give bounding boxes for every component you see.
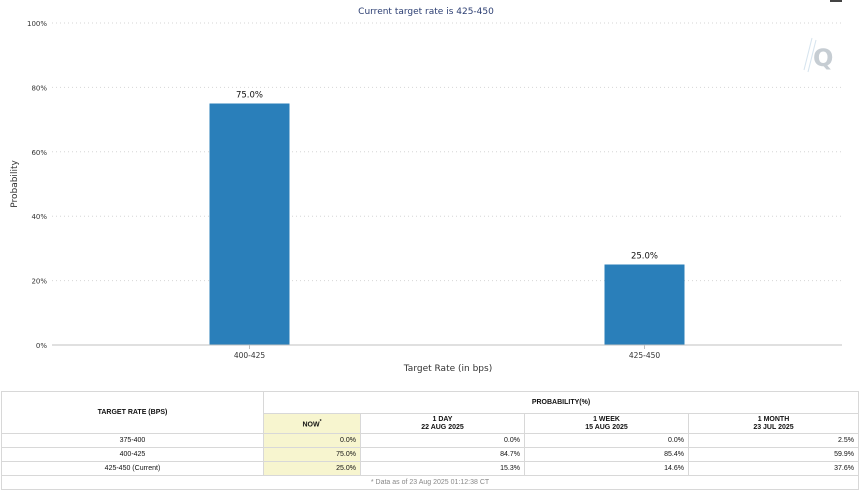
row-1week: 0.0% (524, 433, 689, 448)
bar-425-450[interactable] (604, 264, 685, 346)
row-now: 75.0% (263, 447, 361, 462)
col-1day-date: 22 AUG 2025 (421, 423, 464, 431)
row-rate: 425-450 (Current) (1, 461, 264, 476)
row-1month: 59.9% (688, 447, 859, 462)
row-1day: 15.3% (360, 461, 525, 476)
col-now: NOW* (263, 413, 361, 434)
table-row: 400-425 75.0% 84.7% 85.4% 59.9% (1, 447, 859, 462)
y-tick-label: 100% (27, 20, 47, 28)
row-now: 0.0% (263, 433, 361, 448)
bar-data-label: 25.0% (631, 252, 658, 262)
table-row: 375-400 0.0% 0.0% 0.0% 2.5% (1, 433, 859, 448)
row-rate: 375-400 (1, 433, 264, 448)
row-now: 25.0% (263, 461, 361, 476)
x-axis-title: Target Rate (in bps) (403, 364, 492, 374)
col-1month-label: 1 MONTH (757, 415, 790, 423)
y-axis-title: Probability (10, 160, 20, 208)
col-1week-date: 15 AUG 2025 (585, 423, 628, 431)
y-tick-label: 20% (31, 278, 47, 286)
col-1month-date: 23 JUL 2025 (753, 423, 794, 431)
watermark-letter: Q (813, 44, 833, 72)
probability-chart: Current target rate is 425-450 0% 20% 40% 6… (10, 7, 842, 374)
row-1week: 14.6% (524, 461, 689, 476)
chart-panel: Current target rate is 425-450 0% 20% 40% 6… (10, 0, 842, 374)
grid-layer (52, 22, 842, 282)
y-tick-label: 60% (31, 149, 47, 157)
data-timestamp-note: * Data as of 23 Aug 2025 01:12:38 CT (1, 475, 859, 490)
row-rate: 400-425 (1, 447, 264, 462)
col-1month: 1 MONTH 23 JUL 2025 (688, 413, 859, 434)
header-target-rate: TARGET RATE (BPS) (1, 391, 264, 434)
y-tick-label: 80% (31, 84, 47, 92)
x-tick-label: 400-425 (234, 351, 266, 360)
probability-table-wrap: TARGET RATE (BPS) PROBABILITY(%) NOW* 1 … (0, 391, 860, 501)
bar-data-label: 75.0% (236, 91, 263, 101)
row-1month: 2.5% (688, 433, 859, 448)
row-1day: 0.0% (360, 433, 525, 448)
row-1week: 85.4% (524, 447, 689, 462)
col-1week: 1 WEEK 15 AUG 2025 (524, 413, 689, 434)
header-probability: PROBABILITY(%) (263, 391, 859, 414)
y-tick-labels: 0% 20% 40% 60% 80% 100% (27, 20, 47, 350)
col-now-label: NOW (302, 421, 320, 429)
row-1day: 84.7% (360, 447, 525, 462)
y-tick-label: 40% (31, 213, 47, 221)
y-tick-label: 0% (36, 342, 47, 350)
col-now-mark: * (319, 418, 322, 425)
col-1day-label: 1 DAY (432, 415, 453, 423)
chart-title: Current target rate is 425-450 (358, 7, 494, 17)
probability-table: TARGET RATE (BPS) PROBABILITY(%) NOW* 1 … (1, 391, 859, 490)
menu-icon[interactable] (830, 0, 842, 2)
col-1week-label: 1 WEEK (593, 415, 620, 423)
col-1day: 1 DAY 22 AUG 2025 (360, 413, 525, 434)
bar-layer: 75.0% 25.0% (209, 91, 685, 346)
bar-400-425[interactable] (209, 103, 290, 346)
row-1month: 37.6% (688, 461, 859, 476)
x-tick-labels: 400-425 425-450 (234, 345, 661, 360)
watermark-logo: Q (803, 37, 833, 73)
table-row: 425-450 (Current) 25.0% 15.3% 14.6% 37.6… (1, 461, 859, 476)
x-tick-label: 425-450 (629, 351, 661, 360)
